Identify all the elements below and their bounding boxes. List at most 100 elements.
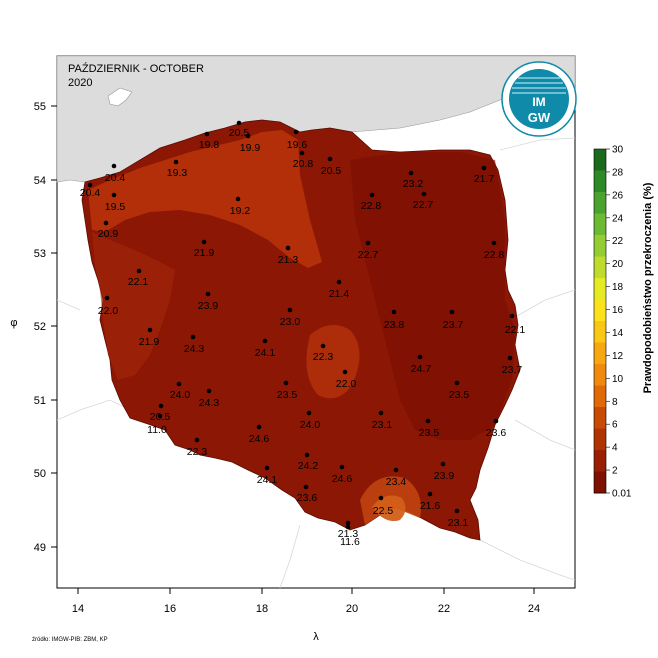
station-value: 24.3: [184, 343, 205, 355]
x-tick-label: 20: [346, 603, 358, 615]
station-marker: [304, 452, 310, 458]
source-note: źródło: IMGW-PIB: ZBM, KP: [32, 637, 108, 643]
station-marker: [194, 437, 200, 443]
svg-text:IM: IM: [532, 95, 545, 109]
station-value: 22.0: [336, 378, 357, 390]
station-value: 23.1: [448, 517, 469, 529]
station-value: 22.3: [187, 446, 208, 458]
colorbar-segment: [594, 471, 606, 494]
station-value: 21.7: [474, 173, 495, 185]
station-value: 21.3: [338, 528, 359, 540]
station-marker: [256, 424, 262, 430]
station-marker: [378, 495, 384, 501]
x-tick-label: 22: [438, 603, 450, 615]
station-value: 23.6: [297, 492, 318, 504]
station-value: 22.5: [373, 505, 394, 517]
station-marker: [293, 129, 299, 135]
station-value: 22.8: [361, 200, 382, 212]
colorbar-tick-label: 2: [612, 466, 618, 477]
station-marker: [393, 467, 399, 473]
station-value: 24.1: [255, 347, 276, 359]
colorbar-segment: [594, 321, 606, 343]
station-marker: [454, 380, 460, 386]
station-marker: [303, 484, 309, 490]
station-marker: [378, 410, 384, 416]
probability-zones: [88, 130, 515, 525]
station-value: 23.5: [419, 427, 440, 439]
station-value: 23.7: [502, 364, 523, 376]
colorbar-tick-label: 12: [612, 351, 624, 362]
station-value: 23.5: [449, 389, 470, 401]
station-marker: [201, 239, 207, 245]
colorbar-tick-label: 30: [612, 145, 624, 156]
station-value: 21.9: [194, 247, 215, 259]
station-marker: [449, 309, 455, 315]
station-marker: [408, 170, 414, 176]
colorbar-segment: [594, 278, 606, 300]
station-marker: [509, 313, 515, 319]
station-value: 24.3: [199, 397, 220, 409]
station-marker: [365, 240, 371, 246]
station-marker: [204, 131, 210, 137]
station-value: 23.4: [386, 476, 407, 488]
station-marker: [176, 381, 182, 387]
station-marker: [339, 464, 345, 470]
colorbar-tick-label: 8: [612, 397, 618, 408]
station-value: 20.5: [321, 165, 342, 177]
station-marker: [481, 165, 487, 171]
station-value: 20.8: [293, 158, 314, 170]
station-marker: [299, 150, 305, 156]
y-tick-label: 55: [34, 101, 46, 113]
station-marker: [264, 465, 270, 471]
station-value: 19.9: [240, 142, 261, 154]
station-value: 24.6: [332, 473, 353, 485]
station-marker: [206, 388, 212, 394]
colorbar: 30 28 26 24 22 20 18 16 14 12 10 8 6 4 2 0.01: [593, 145, 632, 500]
station-marker: [285, 245, 291, 251]
x-tick-label: 24: [528, 603, 540, 615]
station-marker: [87, 182, 93, 188]
svg-text:GW: GW: [528, 110, 551, 125]
station-marker: [147, 327, 153, 333]
station-layer: 19.6 20.5 19.8 19.9 20.8 20.5 20.4 19.3 20.4 19.5…: [80, 120, 525, 548]
station-value: 22.8: [484, 249, 505, 261]
colorbar-title: Prawdopodobieństwo przekroczenia (%): [642, 182, 654, 393]
colorbar-segment: [594, 256, 606, 279]
colorbar-segment: [594, 364, 606, 386]
station-marker: [157, 413, 163, 419]
station-value: 22.1: [128, 276, 149, 288]
map-title: PAŹDZIERNIK - OCTOBER: [68, 62, 204, 75]
station-value: 11.0: [147, 424, 167, 436]
colorbar-tick-label: 22: [612, 236, 624, 247]
y-tick-label: 53: [34, 248, 46, 260]
station-value: 20.4: [105, 172, 126, 184]
station-value: 23.1: [372, 419, 393, 431]
colorbar-segment: [594, 235, 606, 257]
station-marker: [287, 307, 293, 313]
y-tick-label: 49: [34, 542, 46, 554]
colorbar-segment: [594, 385, 606, 408]
colorbar-tick-label: 18: [612, 282, 624, 293]
y-axis-label: φ: [10, 317, 17, 329]
station-marker: [262, 338, 268, 344]
colorbar-tick-label: 4: [612, 443, 618, 454]
station-value: 20.4: [80, 187, 101, 199]
station-marker: [421, 191, 427, 197]
x-axis: 14 16 18 20 22 24: [72, 588, 540, 615]
station-value: 23.2: [403, 178, 424, 190]
station-marker: [440, 461, 446, 467]
station-value: 20.9: [98, 228, 119, 240]
colorbar-segment: [594, 299, 606, 322]
y-tick-label: 50: [34, 468, 46, 480]
station-marker: [111, 192, 117, 198]
station-marker: [136, 268, 142, 274]
colorbar-tick-label: 26: [612, 190, 624, 201]
station-marker: [427, 491, 433, 497]
colorbar-tick-label: 14: [612, 328, 624, 339]
colorbar-tick-label: 0.01: [612, 489, 632, 500]
station-value: 21.3: [278, 254, 299, 266]
y-axis: 55 54 53 52 51 50 49: [34, 101, 57, 554]
colorbar-segment: [594, 428, 606, 451]
station-value: 23.5: [277, 389, 298, 401]
